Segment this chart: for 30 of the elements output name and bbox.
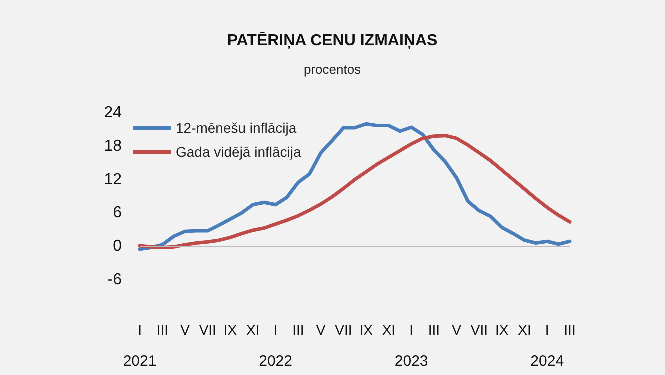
x-tick-label: VII [335, 322, 352, 338]
chart-title: PATĒRIŅA CENU IZMAIŅAS [227, 32, 438, 50]
x-tick-label: XI [518, 322, 532, 338]
legend-label: 12-mēnešu inflācija [176, 120, 297, 136]
y-tick-label: 0 [113, 238, 122, 256]
x-tick-label: I 2021 [123, 322, 157, 370]
x-tick-label: IX [360, 322, 374, 338]
y-tick-label: 18 [104, 138, 122, 155]
x-tick-label: V [452, 322, 462, 338]
x-tick-label: IX [495, 322, 510, 338]
x-tick-label: V [180, 322, 191, 338]
x-tick-label: III [292, 322, 304, 338]
y-tick-label: -6 [108, 272, 122, 288]
x-tick-label: VII [470, 322, 488, 338]
x-tick-label: I 2024 [530, 322, 564, 370]
y-tick-label: 12 [104, 171, 122, 188]
y-tick-label: 24 [104, 104, 122, 122]
x-tick-label: VII [199, 322, 216, 338]
x-tick-label: V [316, 322, 326, 338]
x-tick-label: III [428, 322, 440, 338]
x-tick-label: III [564, 322, 576, 338]
legend-label: Gada vidējā inflācija [176, 144, 302, 160]
x-tick-label: I 2022 [259, 322, 292, 370]
chart-subtitle: procentos [304, 62, 362, 77]
x-tick-label: I 2023 [394, 322, 428, 370]
x-tick-label: XI [246, 322, 260, 338]
x-tick-label: IX [224, 322, 238, 338]
y-tick-label: 6 [113, 204, 122, 222]
x-tick-label: III [156, 322, 168, 338]
x-tick-label: XI [382, 322, 396, 338]
